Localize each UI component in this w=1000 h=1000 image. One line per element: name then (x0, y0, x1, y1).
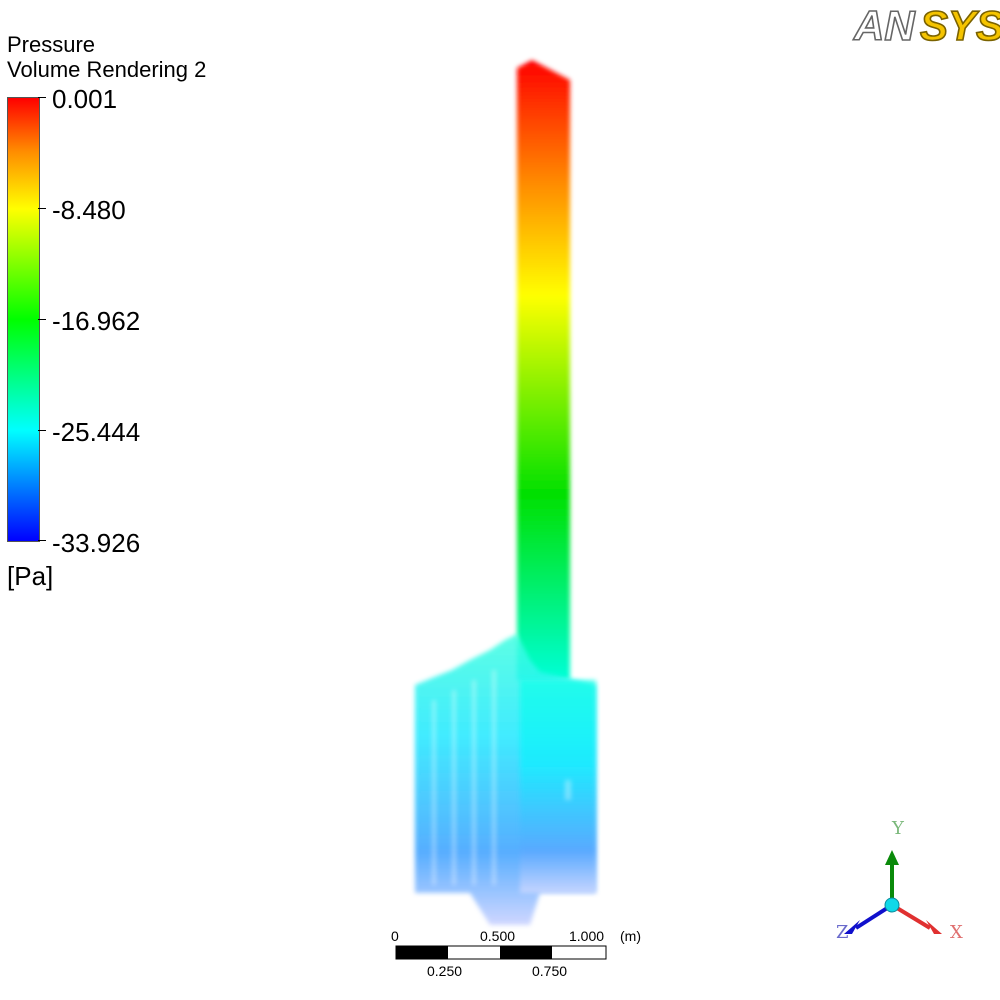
legend-tick-label: -8.480 (52, 195, 126, 225)
legend-tick (38, 540, 46, 541)
z-axis-arrow (844, 920, 860, 934)
block-right-volume (520, 680, 596, 893)
legend-tick-label: -25.444 (52, 417, 141, 447)
legend-tick-label: 0.001 (52, 84, 118, 114)
x-axis-arrow (926, 920, 942, 934)
axis-origin (884, 897, 900, 913)
axis-label-y: Y (892, 818, 904, 839)
legend-tick (38, 319, 46, 320)
legend-unit: [Pa] (7, 561, 54, 591)
scale-label-1000: 1.000 (569, 928, 605, 944)
y-axis-arrow (885, 850, 899, 865)
scale-label-0: 0 (391, 928, 399, 944)
axis-label-z: Z (836, 922, 849, 943)
legend-tick (38, 208, 46, 209)
legend-title: Pressure (7, 32, 96, 57)
scale-label-0750: 0.750 (532, 963, 568, 979)
tower-volume (517, 60, 570, 680)
legend-tick-label: -33.926 (52, 528, 141, 558)
legend-tick (38, 430, 46, 431)
scale-bar (395, 945, 607, 960)
scale-label-0250: 0.250 (427, 963, 463, 979)
legend-subtitle: Volume Rendering 2 (7, 57, 207, 82)
legend-tick (38, 97, 46, 98)
axis-label-x: X (950, 922, 963, 943)
scale-label-0500: 0.500 (480, 928, 516, 944)
logo-text-sys: SYS (920, 2, 1000, 49)
color-bar (7, 97, 40, 542)
axis-triad[interactable] (830, 820, 970, 960)
ansys-logo: AN SYS (852, 1, 1000, 50)
logo-text-an: AN (853, 2, 916, 49)
block-fin-lines (432, 670, 571, 885)
scale-unit: (m) (620, 928, 641, 944)
legend-tick-label: -16.962 (52, 306, 141, 336)
